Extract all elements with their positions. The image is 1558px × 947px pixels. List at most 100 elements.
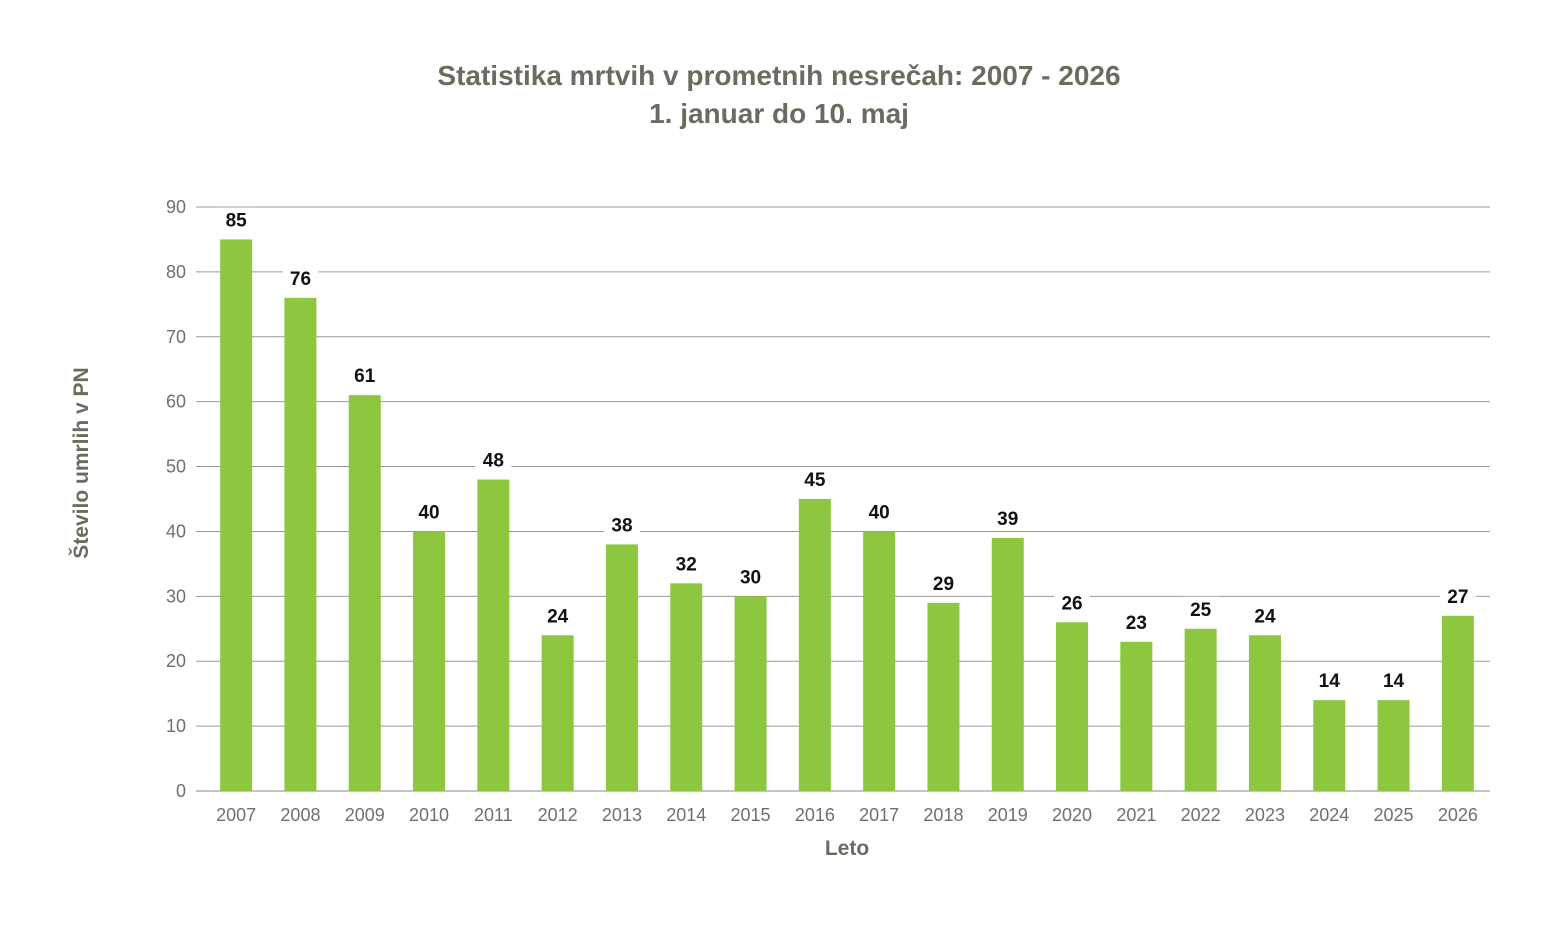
data-label-background <box>603 512 640 537</box>
x-tick-label: 2023 <box>1245 805 1285 825</box>
data-label-2016: 45 <box>804 470 826 491</box>
data-label-background <box>539 603 576 628</box>
bar-2008 <box>284 297 317 791</box>
chart-title: Statistika mrtvih v prometnih nesrečah: … <box>437 60 1121 91</box>
y-axis-title: Število umrlih v PN <box>69 367 93 558</box>
bar-2017 <box>863 531 896 791</box>
bar-2024 <box>1313 700 1346 791</box>
data-label-2008: 76 <box>290 269 311 290</box>
data-label-2022: 25 <box>1190 600 1212 621</box>
x-tick-label: 2007 <box>216 805 256 825</box>
data-label-background <box>411 499 448 524</box>
data-label-background <box>346 363 383 388</box>
x-tick-label: 2025 <box>1374 805 1414 825</box>
chart-subtitle: 1. januar do 10. maj <box>649 98 909 129</box>
x-tick-label: 2013 <box>602 805 642 825</box>
y-tick-label: 80 <box>166 262 186 282</box>
y-axis-ticks: 0 10 20 30 40 50 60 70 80 90 <box>166 197 186 801</box>
bar-2014 <box>670 583 703 791</box>
bar-2013 <box>605 544 638 791</box>
x-axis-ticks: 2007 2008 2009 2010 2011 2012 2013 2014 2015 2016… <box>216 805 1478 825</box>
bar-2020 <box>1056 622 1089 791</box>
x-tick-label: 2020 <box>1052 805 1092 825</box>
y-tick-label: 60 <box>166 392 186 412</box>
data-label-2007: 85 <box>226 210 248 231</box>
bars <box>220 239 1474 791</box>
data-label-background <box>475 447 512 472</box>
x-tick-label: 2024 <box>1309 805 1349 825</box>
data-label-2019: 39 <box>997 509 1018 530</box>
data-label-2015: 30 <box>740 567 761 588</box>
x-tick-label: 2010 <box>409 805 449 825</box>
data-label-2013: 38 <box>611 515 632 536</box>
bar-2007 <box>220 239 253 791</box>
data-label-background <box>1054 590 1091 615</box>
data-label-2026: 27 <box>1447 587 1468 608</box>
data-label-2009: 61 <box>354 366 376 387</box>
data-label-2018: 29 <box>933 574 954 595</box>
data-label-background <box>796 467 833 491</box>
bar-2011 <box>477 479 510 791</box>
x-tick-label: 2014 <box>666 805 706 825</box>
x-tick-label: 2026 <box>1438 805 1478 825</box>
data-labels: 85 76 61 40 48 24 38 32 30 45 40 29 39 26 23 25 24 14 14 27 <box>218 207 1476 693</box>
bar-2009 <box>348 395 381 791</box>
data-label-2011: 48 <box>483 451 504 472</box>
bar-2015 <box>734 596 767 791</box>
y-tick-label: 50 <box>166 457 186 477</box>
data-label-background <box>1182 596 1219 621</box>
y-tick-label: 0 <box>176 781 186 801</box>
bar-2021 <box>1120 641 1153 791</box>
data-label-2021: 23 <box>1126 613 1147 634</box>
data-label-2012: 24 <box>547 606 569 627</box>
bar-2022 <box>1184 628 1217 791</box>
bar-2019 <box>991 537 1024 791</box>
data-label-2014: 32 <box>676 554 697 575</box>
data-label-2020: 26 <box>1061 593 1082 614</box>
data-label-2023: 24 <box>1254 606 1276 627</box>
x-tick-label: 2022 <box>1181 805 1221 825</box>
x-tick-label: 2009 <box>345 805 385 825</box>
x-tick-label: 2012 <box>538 805 578 825</box>
data-label-background <box>1118 609 1155 634</box>
y-tick-label: 70 <box>166 327 186 347</box>
x-tick-label: 2018 <box>923 805 963 825</box>
bar-2016 <box>798 499 831 791</box>
data-label-background <box>861 499 898 524</box>
data-label-background <box>1311 668 1348 693</box>
x-tick-label: 2021 <box>1116 805 1156 825</box>
x-tick-label: 2017 <box>859 805 899 825</box>
bar-2012 <box>541 635 574 791</box>
data-label-background <box>282 265 319 290</box>
x-tick-label: 2019 <box>988 805 1028 825</box>
grid-lines <box>196 206 1490 792</box>
data-label-2025: 14 <box>1383 671 1405 692</box>
bar-2010 <box>413 531 446 791</box>
data-label-background <box>1246 603 1283 628</box>
data-label-background <box>668 551 705 576</box>
bar-2026 <box>1441 615 1474 791</box>
data-label-background <box>1439 583 1476 608</box>
y-tick-label: 10 <box>166 716 186 736</box>
y-tick-label: 90 <box>166 197 186 217</box>
y-tick-label: 30 <box>166 586 186 606</box>
data-label-background <box>925 570 962 595</box>
data-label-2010: 40 <box>418 502 439 523</box>
x-tick-label: 2015 <box>731 805 771 825</box>
x-tick-label: 2008 <box>280 805 320 825</box>
bar-2018 <box>927 602 960 791</box>
x-tick-label: 2016 <box>795 805 835 825</box>
y-tick-label: 20 <box>166 651 186 671</box>
x-tick-label: 2011 <box>474 805 513 825</box>
data-label-background <box>732 564 769 589</box>
y-tick-label: 40 <box>166 521 186 541</box>
data-label-background <box>989 505 1026 530</box>
data-label-2017: 40 <box>869 502 890 523</box>
bar-2023 <box>1248 635 1281 791</box>
data-label-2024: 14 <box>1319 671 1341 692</box>
bar-2025 <box>1377 700 1410 791</box>
data-label-background <box>218 207 255 232</box>
x-axis-title: Leto <box>825 837 869 860</box>
data-label-background <box>1375 668 1412 693</box>
